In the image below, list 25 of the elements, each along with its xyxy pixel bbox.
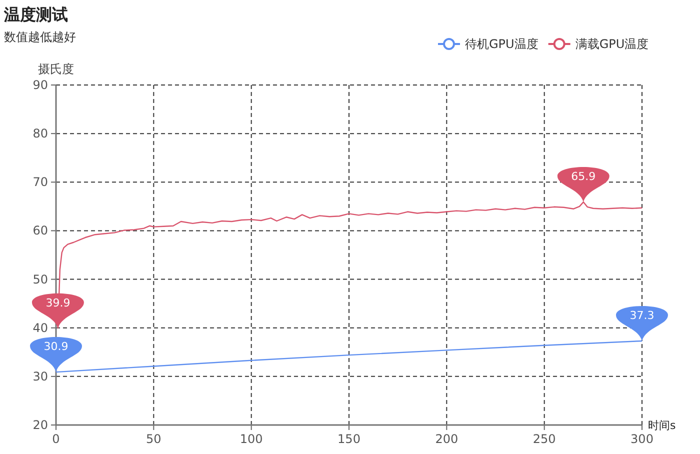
x-tick-label: 50	[146, 432, 162, 446]
y-tick-label: 40	[32, 320, 48, 335]
x-tick-label: 0	[52, 432, 60, 446]
y-tick-label: 50	[32, 272, 48, 286]
x-tick-label: 250	[532, 432, 556, 446]
y-tick-label: 90	[32, 78, 48, 92]
annotation: 39.9	[46, 296, 70, 310]
y-tick-label: 70	[32, 175, 48, 190]
legend-label: 满载GPU温度	[575, 37, 649, 51]
x-axis-title: 时间s	[648, 419, 676, 432]
annotation: 65.9	[571, 170, 596, 184]
annotation: 30.9	[44, 340, 68, 354]
y-tick-label: 30	[32, 369, 48, 384]
y-tick-label: 80	[32, 126, 48, 141]
annotation: 37.3	[630, 308, 654, 322]
chart-subtitle: 数值越低越好	[4, 30, 76, 44]
x-tick-label: 300	[630, 432, 654, 446]
y-tick-label: 20	[32, 418, 48, 432]
x-tick-label: 200	[435, 432, 458, 446]
y-tick-label: 60	[32, 224, 48, 238]
legend-label: 待机GPU温度	[465, 37, 538, 51]
chart-title: 温度测试	[3, 5, 68, 24]
x-tick-label: 150	[338, 432, 360, 446]
y-axis-title: 摄氏度	[38, 62, 74, 76]
x-tick-label: 100	[240, 432, 263, 446]
